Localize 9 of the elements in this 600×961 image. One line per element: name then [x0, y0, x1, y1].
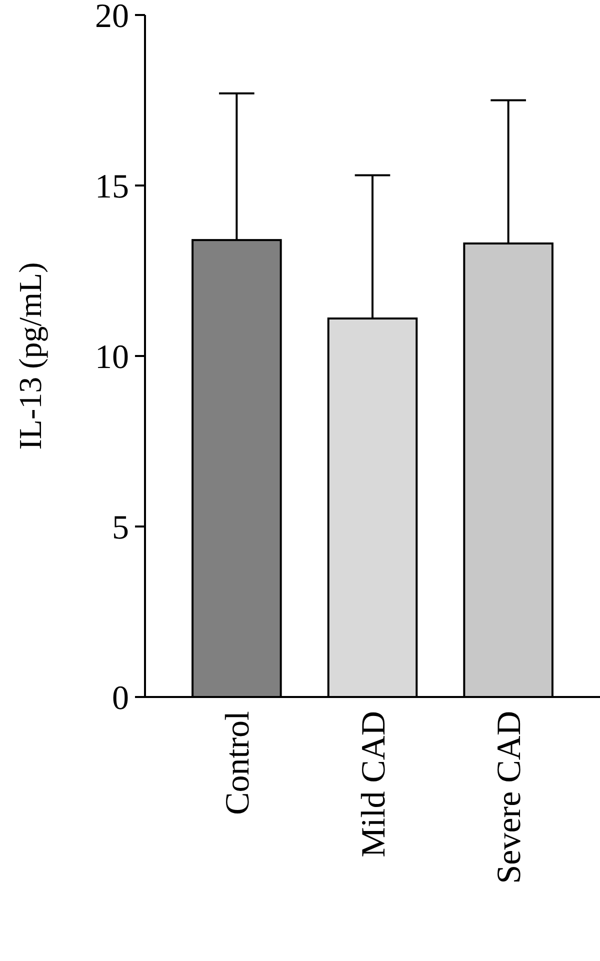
y-tick-label: 0: [112, 680, 129, 717]
x-tick-label: Severe CAD: [491, 711, 528, 884]
y-axis-title: IL-13 (pg/mL): [12, 262, 48, 450]
y-tick-label: 20: [95, 0, 129, 35]
y-tick-label: 15: [95, 168, 129, 206]
x-tick-label: Control: [220, 711, 257, 815]
x-tick-label: Mild CAD: [355, 711, 392, 858]
y-tick-label: 10: [95, 338, 129, 376]
y-tick-label: 5: [112, 509, 129, 546]
